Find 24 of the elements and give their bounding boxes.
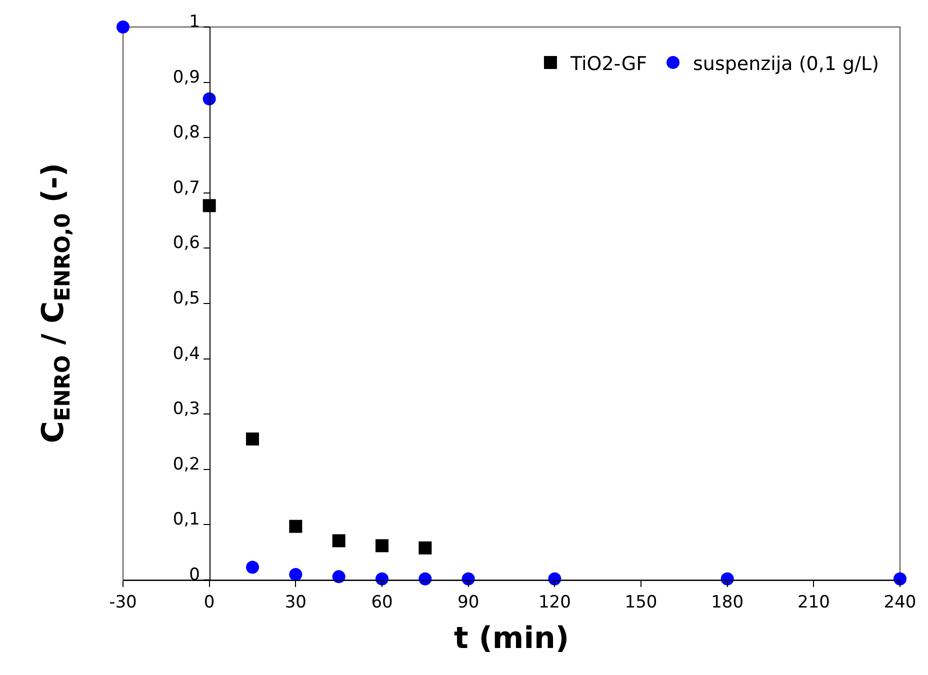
x-tick-label: 30 xyxy=(284,592,306,612)
y-tick-label: 0,4 xyxy=(172,344,200,364)
x-tick-label: -30 xyxy=(109,592,137,612)
y-tick-label: 0,8 xyxy=(172,122,200,143)
legend-label: TiO2-GF xyxy=(569,52,648,75)
x-tick-label: 150 xyxy=(624,592,658,612)
y-tick-label: 0,9 xyxy=(172,67,200,88)
x-tick-label: 180 xyxy=(711,592,744,612)
x-tick-label: 210 xyxy=(797,592,830,612)
x-tick-label: 120 xyxy=(538,592,571,612)
y-tick-label: 0,5 xyxy=(172,288,200,308)
y-tick-label: 0,6 xyxy=(172,233,200,254)
y-tick-label: 0,7 xyxy=(172,178,200,198)
y-tick-label: 1 xyxy=(189,12,200,32)
y-tick-label: 0,1 xyxy=(172,510,200,530)
x-tick-label: 90 xyxy=(458,592,480,612)
x-tick-label: 240 xyxy=(884,592,916,612)
y-tick-label: 0 xyxy=(189,564,200,585)
y-tick-label: 0,2 xyxy=(172,454,200,474)
x-tick-label: 0 xyxy=(204,592,215,612)
y-tick-label: 0,3 xyxy=(172,399,200,420)
x-axis-title: t (min) xyxy=(454,620,570,656)
legend-label: suspenzija (0,1 g/L) xyxy=(693,52,880,75)
x-tick-label: 60 xyxy=(371,592,393,612)
